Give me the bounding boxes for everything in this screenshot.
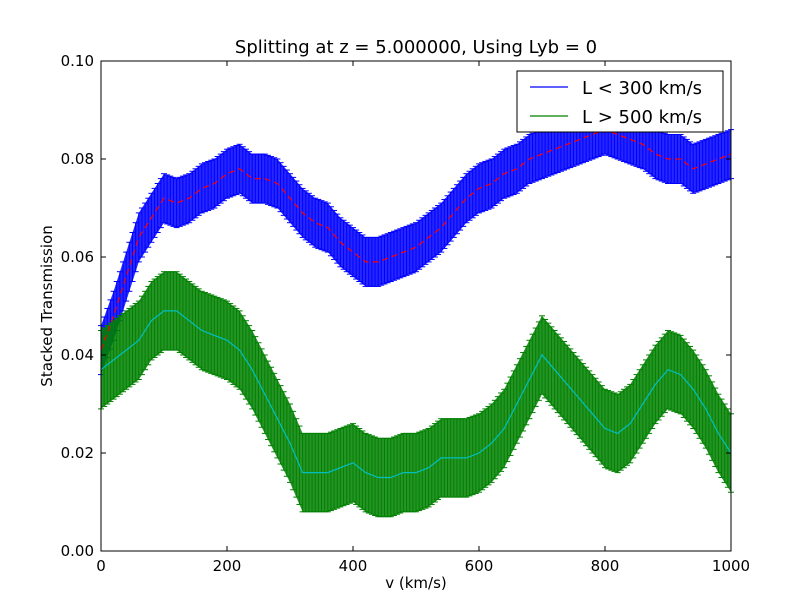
mean-line-low [100, 128, 732, 351]
error-bars-low [98, 104, 734, 376]
chart-title: Splitting at z = 5.000000, Using Lyb = 0 [235, 37, 597, 58]
plot-frame [100, 60, 732, 552]
x-tick-label: 0 [96, 557, 106, 575]
y-tick-label: 0.10 [61, 52, 94, 70]
axis-ticks: 0 200 400 600 800 1000 0.00 0.02 0.04 0.06 0.08 0.1… [61, 52, 751, 575]
x-tick-label: 1000 [712, 557, 750, 575]
x-tick-label: 800 [591, 557, 620, 575]
x-tick-label: 400 [339, 557, 368, 575]
legend-label-low: L < 300 km/s [582, 78, 702, 99]
x-axis-label: v (km/s) [385, 574, 447, 592]
error-bands [98, 104, 734, 518]
y-tick-label: 0.06 [61, 248, 94, 266]
y-axis-label: Stacked Transmission [38, 225, 56, 386]
legend: L < 300 km/s L > 500 km/s [516, 70, 724, 133]
x-tick-label: 200 [213, 557, 242, 575]
y-tick-label: 0.00 [61, 542, 94, 560]
y-tick-label: 0.08 [61, 150, 94, 168]
y-tick-label: 0.02 [61, 444, 94, 462]
mean-line-high [100, 310, 732, 479]
legend-box [516, 70, 724, 133]
y-tick-label: 0.04 [61, 346, 94, 364]
mean-lines [100, 128, 732, 479]
legend-label-high: L > 500 km/s [582, 107, 702, 128]
x-tick-label: 600 [465, 557, 494, 575]
